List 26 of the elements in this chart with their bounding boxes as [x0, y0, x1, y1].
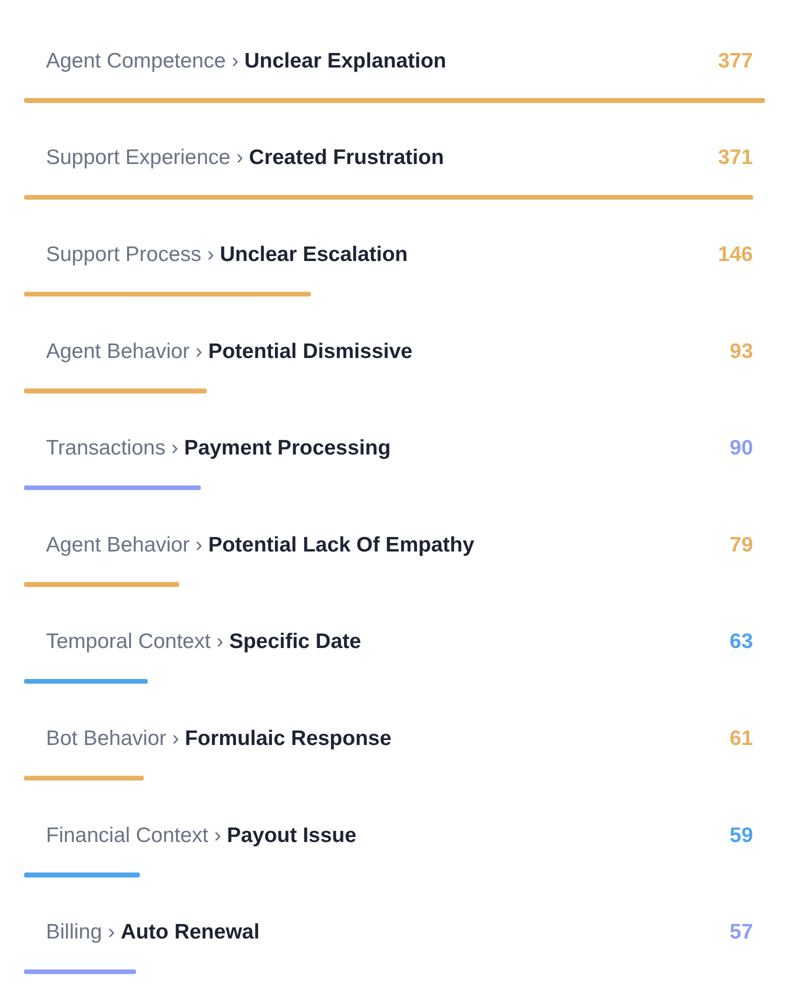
data-label: 57 — [730, 920, 753, 944]
y-tick-label: Agent Behavior › Potential Dismissive — [46, 340, 412, 363]
data-label: 371 — [718, 146, 754, 170]
bar — [24, 582, 180, 588]
y-tick-label: Bot Behavior › Formulaic Response — [46, 727, 392, 750]
data-label: 79 — [730, 533, 753, 556]
y-tick-label: Billing › Auto Renewal — [46, 920, 260, 944]
data-label: 61 — [730, 727, 754, 750]
y-tick-label: Support Process › Unclear Escalation — [46, 243, 408, 266]
y-tick-label: Financial Context › Payout Issue — [46, 824, 356, 847]
data-label: 93 — [730, 340, 753, 363]
data-label: 146 — [718, 243, 753, 266]
bar — [24, 292, 311, 297]
bar — [24, 872, 140, 878]
data-label: 90 — [730, 436, 753, 460]
data-label: 59 — [730, 824, 753, 847]
bar — [24, 98, 765, 104]
y-tick-label: Agent Competence › Unclear Explanation — [46, 49, 446, 72]
y-tick-label: Agent Behavior › Potential Lack Of Empathy — [46, 533, 475, 556]
data-label: 377 — [718, 49, 753, 72]
bar — [24, 388, 207, 394]
y-tick-label: Temporal Context › Specific Date — [46, 630, 362, 654]
y-tick-label: Transactions › Payment Processing — [46, 436, 391, 460]
data-label: 63 — [730, 630, 753, 654]
y-tick-label: Support Experience › Created Frustration — [46, 146, 444, 170]
bar — [24, 194, 754, 200]
